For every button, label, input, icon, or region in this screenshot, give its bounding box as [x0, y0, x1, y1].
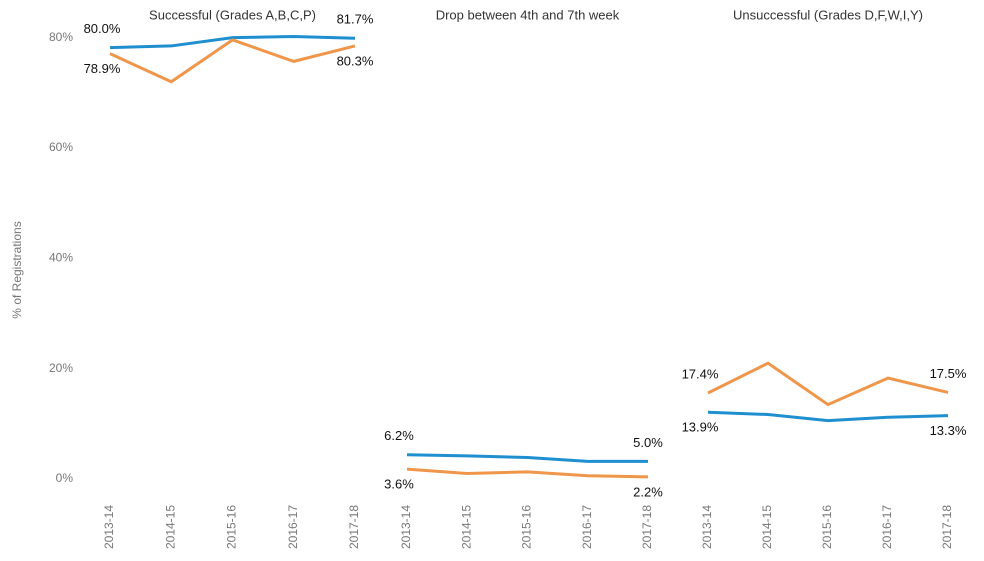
- data-label: 13.9%: [682, 420, 719, 435]
- x-tick-label: 2014-15: [760, 505, 774, 549]
- data-label: 17.5%: [930, 366, 967, 381]
- series-line: [109, 38, 356, 84]
- series-line: [109, 35, 356, 50]
- x-tick-label: 2014-15: [459, 505, 473, 549]
- x-tick-label: 2017-18: [347, 505, 361, 549]
- x-tick-label: 2017-18: [640, 505, 654, 549]
- data-label: 81.7%: [337, 12, 374, 27]
- y-tick-label: 40%: [49, 250, 73, 264]
- x-tick-label: 2014-15: [163, 505, 177, 549]
- data-label: 78.9%: [84, 61, 121, 76]
- panel-title: Drop between 4th and 7th week: [436, 7, 620, 22]
- series-line: [707, 361, 949, 407]
- data-label: 80.0%: [84, 21, 121, 36]
- y-tick-label: 0%: [56, 471, 74, 485]
- y-axis-label: % of Registrations: [10, 221, 24, 318]
- data-label: 2.2%: [633, 484, 663, 499]
- y-tick-label: 80%: [49, 30, 73, 44]
- series-line: [406, 453, 648, 463]
- x-tick-label: 2013-14: [700, 505, 714, 549]
- x-tick-label: 2013-14: [102, 505, 116, 549]
- data-label: 6.2%: [384, 428, 414, 443]
- x-tick-label: 2015-16: [820, 505, 834, 549]
- x-tick-label: 2016-17: [880, 505, 894, 549]
- data-label: 17.4%: [682, 366, 719, 381]
- data-label: 5.0%: [633, 435, 663, 450]
- x-tick-label: 2015-16: [520, 505, 534, 549]
- x-tick-label: 2016-17: [286, 505, 300, 549]
- y-tick-label: 60%: [49, 140, 73, 154]
- y-tick-label: 20%: [49, 361, 73, 375]
- panel-title: Successful (Grades A,B,C,P): [149, 7, 316, 22]
- data-label: 3.6%: [384, 477, 414, 492]
- data-label: 80.3%: [337, 53, 374, 68]
- x-tick-label: 2016-17: [580, 505, 594, 549]
- panel-title: Unsuccessful (Grades D,F,W,I,Y): [733, 7, 923, 22]
- x-tick-label: 2013-14: [399, 505, 413, 549]
- data-label: 13.3%: [930, 423, 967, 438]
- x-tick-label: 2015-16: [225, 505, 239, 549]
- x-tick-label: 2017-18: [940, 505, 954, 549]
- series-line: [707, 410, 949, 423]
- series-line: [406, 467, 649, 479]
